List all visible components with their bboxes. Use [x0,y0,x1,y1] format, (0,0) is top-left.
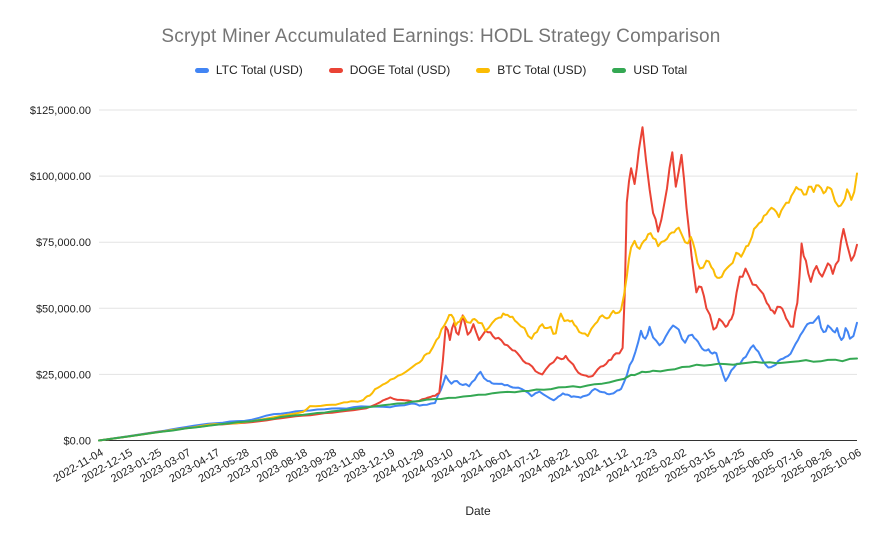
y-tick-label: $75,000.00 [36,237,91,249]
legend-item-usd: USD Total [612,63,687,77]
legend-label-usd: USD Total [633,63,688,77]
legend-label-doge: DOGE Total (USD) [349,63,451,77]
series-line-doge [98,126,858,442]
y-tick-label: $25,000.00 [36,369,91,381]
legend-item-doge: DOGE Total (USD) [328,63,451,77]
page-title: Scrypt Miner Accumulated Earnings: HODL … [161,26,721,47]
legend-swatch-doge-icon [328,67,343,73]
legend-label-ltc: LTC Total (USD) [215,63,303,77]
legend-label-btc: BTC Total (USD) [497,63,587,77]
legend-swatch-ltc-icon [194,67,209,73]
series-line-ltc [98,315,858,442]
y-tick-label: $0.00 [63,436,91,448]
x-axis-title: Date [465,504,491,518]
y-tick-label: $50,000.00 [36,303,91,315]
series-line-usd [98,357,858,442]
y-tick-label: $100,000.00 [30,171,91,183]
series-line-btc [98,172,858,442]
legend-item-btc: BTC Total (USD) [476,63,586,77]
y-tick-label: $125,000.00 [30,105,91,117]
legend: LTC Total (USD) DOGE Total (USD) BTC Tot… [0,63,882,77]
legend-item-ltc: LTC Total (USD) [194,63,303,77]
legend-swatch-btc-icon [476,67,491,73]
legend-swatch-usd-icon [612,67,627,73]
